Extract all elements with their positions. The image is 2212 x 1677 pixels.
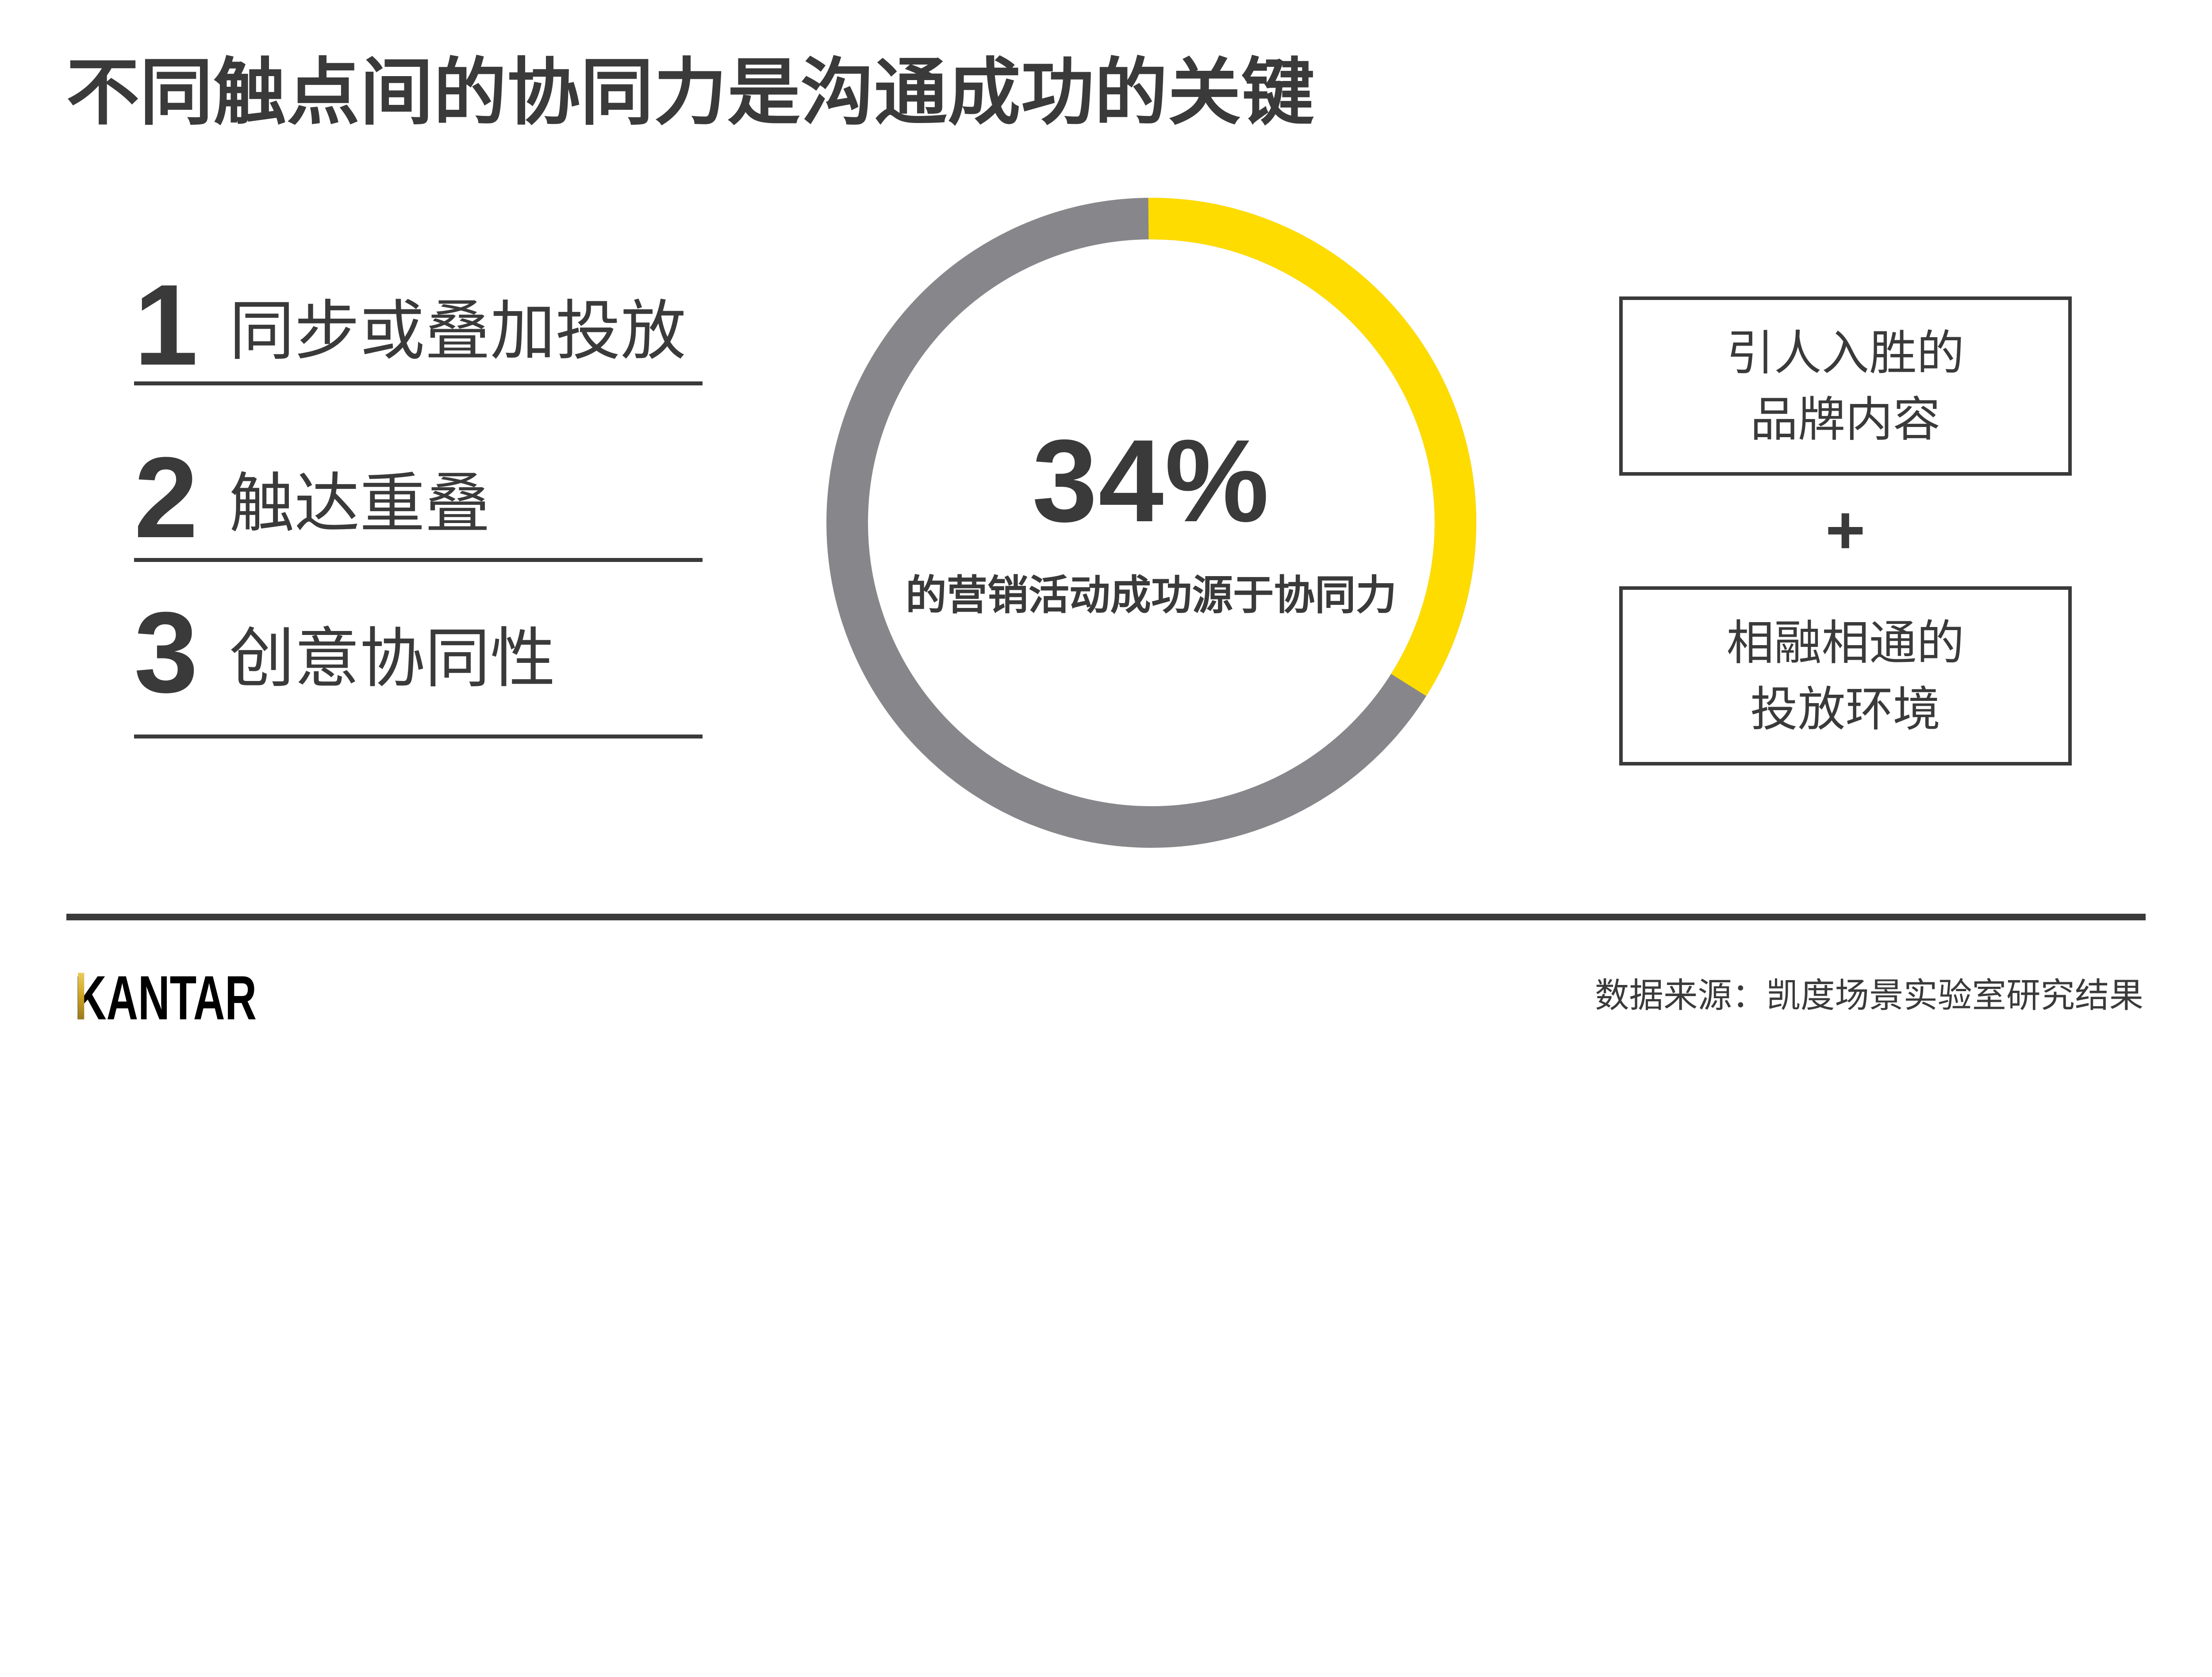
list-divider-2 bbox=[134, 558, 703, 562]
list-item-label: 同步或叠加投放 bbox=[229, 294, 686, 368]
data-source-note: 数据来源：凯度场景实验室研究结果 bbox=[1594, 977, 2143, 1015]
media-environment-box: 相融相通的 投放环境 bbox=[1619, 586, 2072, 765]
media-environment-line-1: 相融相通的 bbox=[1726, 616, 1964, 669]
list-item-2: 2 触达重叠 bbox=[134, 440, 703, 555]
infographic-slide: 不同触点间的协同力是沟通成功的关键 1 同步或叠加投放 2 触达重叠 3 创意协… bbox=[66, 52, 2146, 1027]
footer-divider bbox=[66, 914, 2146, 920]
list-item-label: 触达重叠 bbox=[229, 467, 491, 540]
brand-content-box: 引人入胜的 品牌内容 bbox=[1619, 296, 2072, 476]
donut-chart bbox=[826, 198, 1476, 848]
page-title: 不同触点间的协同力是沟通成功的关键 bbox=[66, 52, 1315, 133]
brand-content-line-2: 品牌内容 bbox=[1750, 392, 1941, 446]
list-item-number: 1 bbox=[134, 261, 198, 389]
list-divider-3 bbox=[134, 735, 703, 738]
list-item-label: 创意协同性 bbox=[229, 622, 556, 695]
kantar-logo-gold-bar bbox=[78, 973, 84, 1019]
list-item-3: 3 创意协同性 bbox=[134, 595, 703, 710]
brand-content-line-1: 引人入胜的 bbox=[1726, 326, 1964, 380]
kantar-logo-text: KANTAR bbox=[75, 969, 257, 1027]
media-environment-line-2: 投放环境 bbox=[1750, 682, 1941, 736]
list-divider-1 bbox=[134, 381, 703, 385]
donut-center-value: 34% bbox=[1032, 415, 1270, 546]
list-item-1: 1 同步或叠加投放 bbox=[134, 268, 703, 383]
list-item-number: 2 bbox=[134, 434, 198, 562]
donut-caption: 的营销活动成功源于协同力 bbox=[906, 572, 1397, 618]
list-item-number: 3 bbox=[134, 588, 198, 717]
plus-icon: + bbox=[1825, 492, 1866, 568]
donut-value-arc bbox=[826, 198, 1476, 848]
kantar-logo: KANTAR bbox=[75, 969, 257, 1027]
